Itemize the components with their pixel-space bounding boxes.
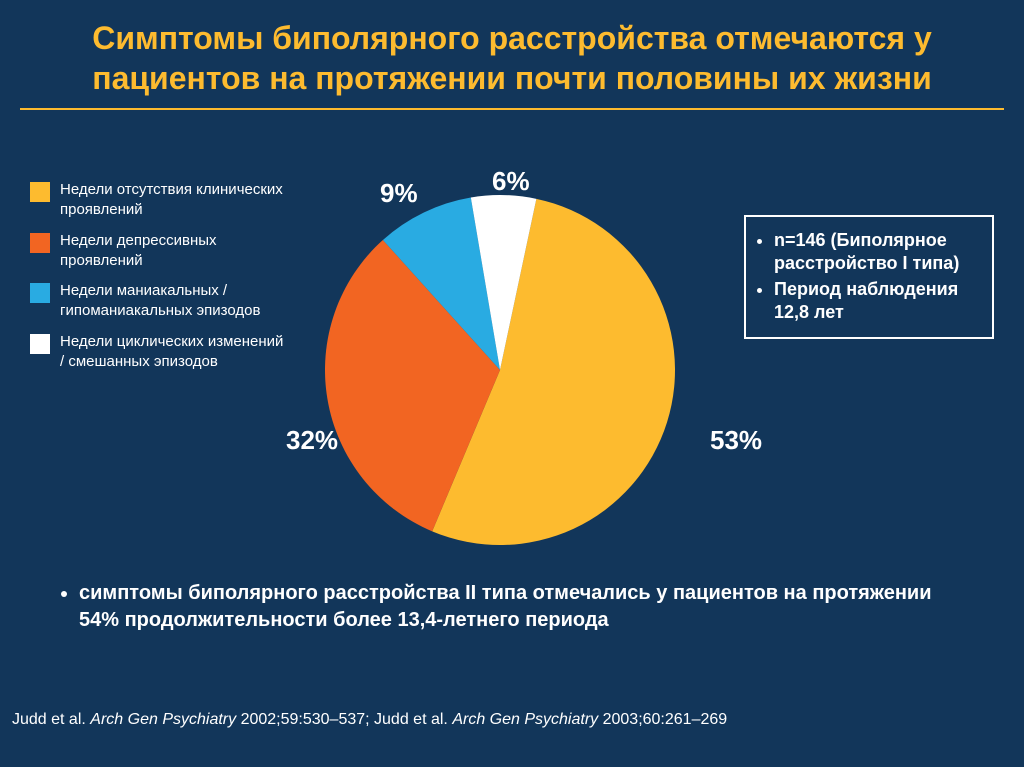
info-item: n=146 (Биполярное расстройство I типа) bbox=[774, 229, 984, 276]
legend-label: Недели депрессивных проявлений bbox=[60, 231, 290, 272]
slide-title: Симптомы биполярного расстройства отмеча… bbox=[0, 0, 1024, 108]
legend-item: Недели отсутствия клинических проявлений bbox=[30, 180, 290, 221]
pie-pct-label: 32% bbox=[286, 425, 338, 456]
citation: Judd et al. Arch Gen Psychiatry 2002;59:… bbox=[12, 711, 1012, 729]
legend-label: Недели отсутствия клинических проявлений bbox=[60, 180, 290, 221]
footnote-list: симптомы биполярного расстройства II тип… bbox=[55, 580, 969, 634]
citation-author1: Judd et al. bbox=[12, 711, 90, 728]
legend-swatch bbox=[30, 233, 50, 253]
pie-svg bbox=[300, 170, 700, 570]
legend-swatch bbox=[30, 334, 50, 354]
info-list: n=146 (Биполярное расстройство I типа)Пе… bbox=[750, 229, 984, 325]
slide: Симптомы биполярного расстройства отмеча… bbox=[0, 0, 1024, 767]
info-item: Период наблюдения 12,8 лет bbox=[774, 278, 984, 325]
title-underline bbox=[20, 108, 1004, 110]
footnote: симптомы биполярного расстройства II тип… bbox=[55, 580, 969, 634]
legend-item: Недели циклических изменений / смешанных… bbox=[30, 332, 290, 373]
legend: Недели отсутствия клинических проявлений… bbox=[30, 180, 290, 382]
pie-pct-label: 9% bbox=[380, 178, 418, 209]
citation-journal1: Arch Gen Psychiatry bbox=[90, 711, 240, 728]
legend-swatch bbox=[30, 182, 50, 202]
footnote-item: симптомы биполярного расстройства II тип… bbox=[79, 580, 969, 634]
citation-ref2: 2003;60:261–269 bbox=[603, 711, 728, 728]
legend-item: Недели депрессивных проявлений bbox=[30, 231, 290, 272]
citation-author2: Judd et al. bbox=[374, 711, 452, 728]
citation-ref1: 2002;59:530–537; bbox=[241, 711, 374, 728]
info-box: n=146 (Биполярное расстройство I типа)Пе… bbox=[744, 215, 994, 339]
pie-chart: 53%32%9%6% bbox=[300, 170, 700, 570]
pie-pct-label: 53% bbox=[710, 425, 762, 456]
legend-label: Недели маниакальных / гипоманиакальных э… bbox=[60, 281, 290, 322]
citation-journal2: Arch Gen Psychiatry bbox=[452, 711, 602, 728]
legend-item: Недели маниакальных / гипоманиакальных э… bbox=[30, 281, 290, 322]
legend-swatch bbox=[30, 283, 50, 303]
pie-pct-label: 6% bbox=[492, 166, 530, 197]
legend-label: Недели циклических изменений / смешанных… bbox=[60, 332, 290, 373]
